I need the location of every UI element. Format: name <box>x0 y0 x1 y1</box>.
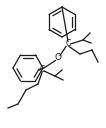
Text: O: O <box>54 54 61 62</box>
Text: C: C <box>39 66 45 74</box>
Text: C: C <box>65 40 71 49</box>
